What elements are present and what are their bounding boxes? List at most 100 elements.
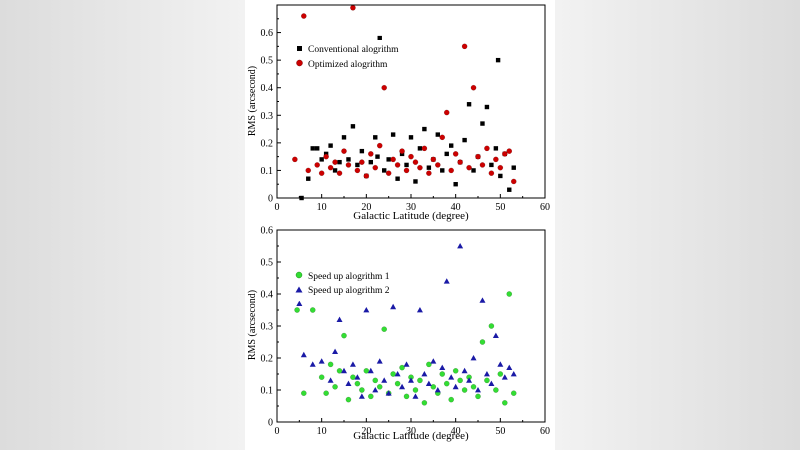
point-optimized-alogrithm [488,170,495,176]
point-optimized-alogrithm [336,170,343,176]
point-conventional-alogrithm [368,159,373,165]
legend-label-speedup2: Speed up alogrithm 2 [308,286,390,296]
point-speed-up-alogrithm-1 [359,387,365,393]
point-speed-up-alogrithm-2 [300,351,307,358]
point-speed-up-alogrithm-2 [510,371,517,377]
point-optimized-alogrithm [376,142,383,149]
point-optimized-alogrithm [301,13,307,19]
point-speed-up-alogrithm-1 [426,361,432,368]
x-tick-label: 20 [361,426,371,437]
y-tick-label: 0.2 [261,354,274,365]
point-speed-up-alogrithm-1 [390,371,396,377]
point-optimized-alogrithm [390,156,396,163]
point-speed-up-alogrithm-1 [327,361,334,368]
point-speed-up-alogrithm-2 [349,361,356,367]
point-conventional-alogrithm [484,104,490,110]
x-tick-label: 0 [275,202,280,213]
point-conventional-alogrithm [404,162,409,168]
point-conventional-alogrithm [480,121,485,126]
point-speed-up-alogrithm-2 [390,303,397,310]
point-speed-up-alogrithm-2 [488,380,495,386]
point-optimized-alogrithm [341,148,347,154]
point-conventional-alogrithm [306,176,311,181]
point-speed-up-alogrithm-2 [332,348,339,354]
y-tick-label: 0 [268,418,273,429]
point-conventional-alogrithm [355,162,360,168]
point-speed-up-alogrithm-1 [443,380,450,387]
point-speed-up-alogrithm-2 [408,377,414,383]
point-speed-up-alogrithm-2 [403,361,410,367]
point-speed-up-alogrithm-2 [399,383,406,390]
point-optimized-alogrithm [292,156,298,163]
point-speed-up-alogrithm-1 [421,399,428,406]
point-optimized-alogrithm [332,159,338,165]
point-speed-up-alogrithm-1 [417,377,423,384]
point-speed-up-alogrithm-1 [501,399,508,406]
x-tick-label: 20 [361,202,371,213]
point-optimized-alogrithm [457,159,463,165]
point-conventional-alogrithm [332,168,338,173]
point-speed-up-alogrithm-2 [452,383,459,390]
x-tick-label: 60 [540,202,550,213]
y-axis-label: RMS (arcsecond) [247,66,258,136]
point-optimized-alogrithm [417,164,423,171]
point-speed-up-alogrithm-1 [470,383,477,390]
point-optimized-alogrithm [368,151,374,157]
point-speed-up-alogrithm-1 [510,390,517,396]
point-optimized-alogrithm [314,162,320,168]
point-optimized-alogrithm [448,167,454,174]
point-speed-up-alogrithm-1 [452,367,459,374]
y-tick-label: 0.2 [261,138,274,149]
point-speed-up-alogrithm-2 [341,367,347,374]
point-speed-up-alogrithm-2 [345,380,352,386]
point-conventional-alogrithm [498,173,503,179]
point-speed-up-alogrithm-2 [412,393,419,399]
point-optimized-alogrithm [506,148,513,154]
x-axis-label: Galactic Latitude (degree) [353,210,469,222]
point-optimized-alogrithm [501,151,508,157]
point-conventional-alogrithm [310,146,315,151]
point-conventional-alogrithm [462,137,467,143]
y-tick-label: 0.6 [261,226,274,237]
point-speed-up-alogrithm-1 [399,364,405,371]
legend-marker-speedup1 [295,271,303,279]
point-speed-up-alogrithm-1 [354,380,361,387]
point-speed-up-alogrithm-2 [354,374,361,380]
point-optimized-alogrithm [479,162,486,168]
point-conventional-alogrithm [386,157,391,162]
point-optimized-alogrithm [408,153,414,160]
point-conventional-alogrithm [408,135,414,140]
point-speed-up-alogrithm-2 [483,371,490,377]
legend-label-optimized: Optimized alogrithm [308,60,388,70]
point-speed-up-alogrithm-2 [434,387,441,393]
point-conventional-alogrithm [390,132,396,137]
point-speed-up-alogrithm-2 [416,307,423,313]
point-speed-up-alogrithm-1 [372,377,379,384]
scatter-chart-top: 0 10 20 30 40 50 60 0 0.1 0.2 0.3 0.4 0.5 0.6 Convent… [247,4,550,222]
figure-panel: 0 10 20 30 40 50 60 0 0.1 0.2 0.3 0.4 0.5 0.6 Convent… [245,0,555,450]
point-optimized-alogrithm [385,170,392,176]
y-tick-label: 0.5 [261,258,274,269]
point-speed-up-alogrithm-2 [457,243,464,249]
point-conventional-alogrithm [471,168,476,173]
x-tick-label: 50 [495,202,505,213]
point-conventional-alogrithm [511,165,516,170]
point-speed-up-alogrithm-1 [497,371,504,377]
y-tick-label: 0.3 [261,322,274,333]
y-tick-label: 0.4 [261,83,274,94]
right-backdrop [555,0,800,450]
point-conventional-alogrithm [377,35,382,41]
x-tick-label: 30 [406,202,416,213]
scatter-chart-bottom: 0 10 20 30 40 50 60 0 0.1 0.2 0.3 0.4 0.5 0.6 Speed u… [247,226,550,443]
point-speed-up-alogrithm-1 [448,396,454,403]
point-optimized-alogrithm [363,173,370,179]
point-speed-up-alogrithm-1 [318,374,325,380]
point-conventional-alogrithm [444,151,449,157]
y-tick-label: 0.6 [261,28,274,39]
point-speed-up-alogrithm-1 [368,393,374,400]
point-optimized-alogrithm [350,4,356,11]
point-speed-up-alogrithm-1 [430,383,437,390]
point-speed-up-alogrithm-2 [372,387,379,393]
point-speed-up-alogrithm-2 [443,278,450,284]
point-conventional-alogrithm [493,146,499,151]
